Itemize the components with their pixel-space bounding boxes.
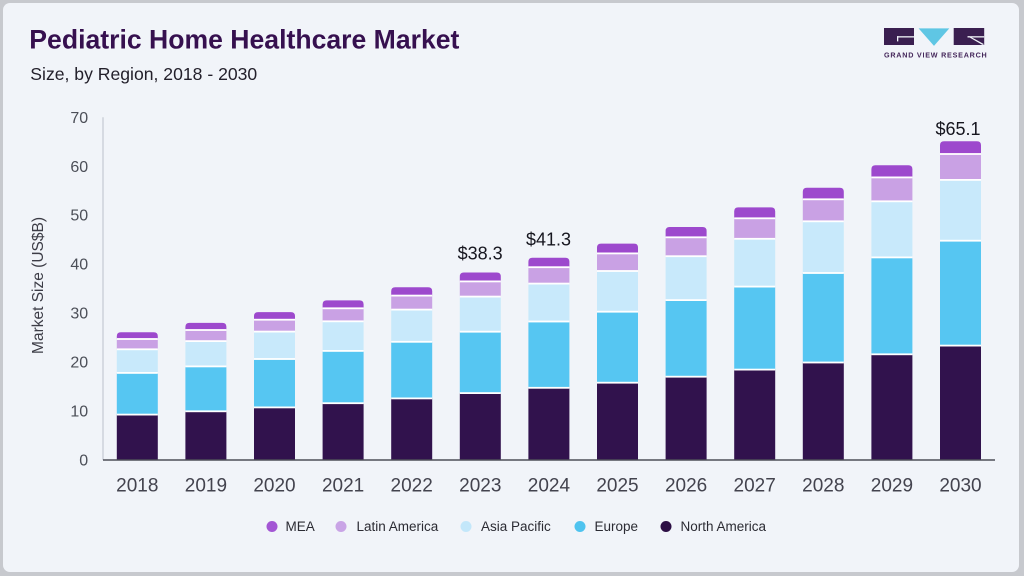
svg-text:2024: 2024: [528, 476, 571, 497]
svg-text:$41.3: $41.3: [526, 230, 571, 250]
svg-text:Latin America: Latin America: [357, 519, 439, 534]
svg-text:$65.1: $65.1: [935, 119, 980, 139]
svg-text:Size, by Region, 2018 - 2030: Size, by Region, 2018 - 2030: [30, 64, 257, 84]
svg-text:10: 10: [70, 404, 88, 421]
svg-text:2028: 2028: [802, 476, 844, 497]
svg-text:2022: 2022: [391, 476, 433, 497]
svg-text:40: 40: [70, 257, 88, 274]
svg-text:2030: 2030: [939, 476, 981, 497]
svg-text:MEA: MEA: [286, 519, 315, 534]
svg-text:0: 0: [79, 453, 88, 470]
svg-text:60: 60: [70, 159, 88, 176]
svg-text:2023: 2023: [459, 476, 501, 497]
svg-text:30: 30: [70, 306, 88, 323]
svg-text:2025: 2025: [596, 476, 638, 497]
svg-text:North America: North America: [681, 519, 767, 534]
svg-text:Europe: Europe: [595, 519, 639, 534]
svg-text:2019: 2019: [185, 476, 227, 497]
svg-text:2026: 2026: [665, 476, 707, 497]
svg-text:Market Size (US$B): Market Size (US$B): [30, 217, 47, 354]
svg-text:2020: 2020: [253, 476, 295, 497]
svg-text:$38.3: $38.3: [458, 244, 503, 264]
svg-text:GRAND VIEW RESEARCH: GRAND VIEW RESEARCH: [884, 51, 988, 60]
svg-text:20: 20: [70, 355, 88, 372]
svg-text:2027: 2027: [734, 476, 776, 497]
svg-text:2029: 2029: [871, 476, 913, 497]
svg-text:50: 50: [70, 208, 88, 225]
svg-text:2021: 2021: [322, 476, 364, 497]
svg-text:Asia Pacific: Asia Pacific: [481, 519, 551, 534]
svg-text:70: 70: [70, 110, 88, 127]
svg-text:Pediatric Home Healthcare Mark: Pediatric Home Healthcare Market: [29, 24, 459, 54]
svg-text:2018: 2018: [116, 476, 158, 497]
